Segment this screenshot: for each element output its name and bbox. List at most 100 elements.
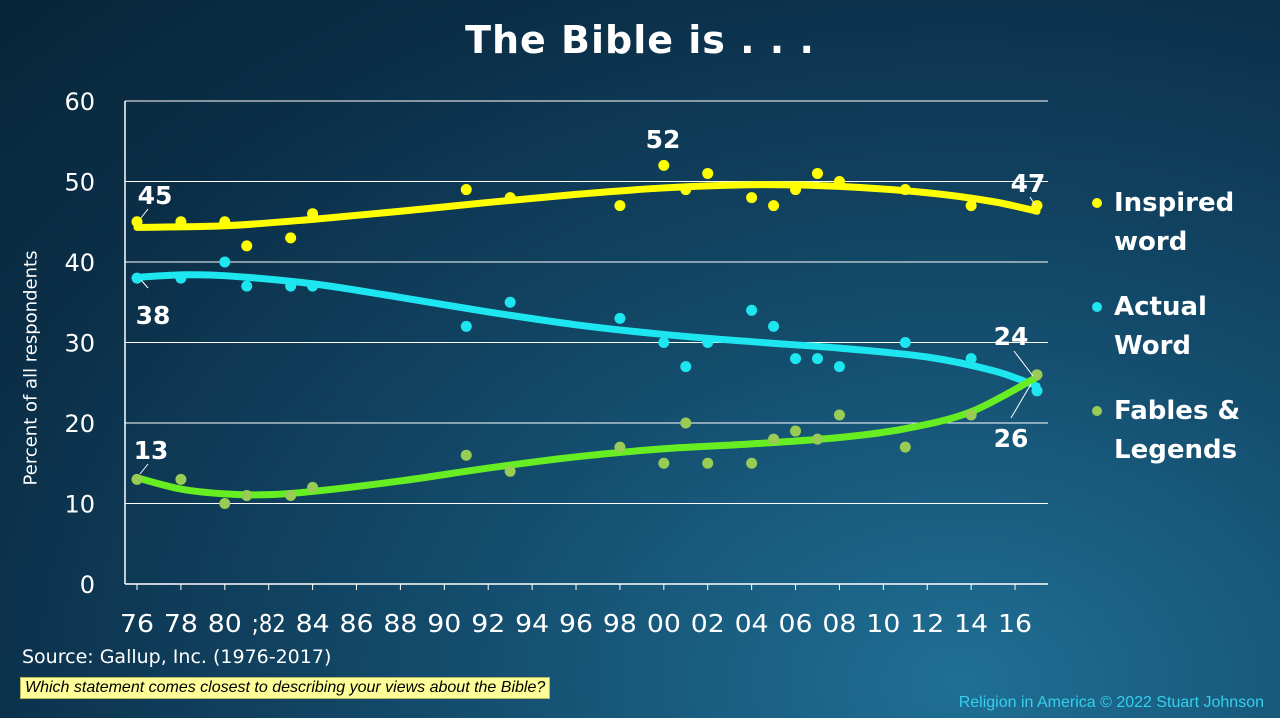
trendline-inspired-word <box>133 181 1041 231</box>
point-inspired-word <box>899 184 911 196</box>
x-tick-label: 98 <box>603 609 637 638</box>
legend-label-line1: Fables & <box>1114 396 1241 426</box>
point-actual-word <box>504 296 516 308</box>
trendline-fables-legends <box>133 373 1041 499</box>
point-actual-word <box>1031 385 1043 397</box>
point-fables-legends <box>307 481 319 493</box>
x-tick-label: 96 <box>559 609 593 638</box>
annotation-leader <box>1013 350 1034 377</box>
legend-label-fables-legends: Fables & Legends <box>1114 392 1280 470</box>
x-tick-label: 12 <box>910 609 944 638</box>
point-actual-word <box>175 272 187 284</box>
legend-label-line1: Actual <box>1114 292 1207 322</box>
y-tick-label: 60 <box>64 88 95 116</box>
point-actual-word <box>680 361 692 373</box>
point-inspired-word <box>746 192 758 204</box>
legend-label-line1: Inspired <box>1114 188 1235 218</box>
data-label: 45 <box>138 181 173 210</box>
point-actual-word <box>965 353 977 365</box>
point-fables-legends <box>1031 369 1043 381</box>
point-fables-legends <box>899 441 911 453</box>
source-note: Source: Gallup, Inc. (1976-2017) <box>22 646 332 668</box>
point-actual-word <box>460 320 472 332</box>
point-fables-legends <box>285 489 297 501</box>
x-tick-label: 16 <box>998 609 1032 638</box>
x-tick-label: 06 <box>779 609 813 638</box>
x-tick-label: 80 <box>208 609 242 638</box>
data-label: 26 <box>994 424 1029 453</box>
point-actual-word <box>899 337 911 348</box>
x-tick-label: 04 <box>735 609 769 638</box>
annotation-leader <box>1010 383 1032 419</box>
point-inspired-word <box>241 240 253 252</box>
point-inspired-word <box>833 176 845 187</box>
annotation-leader <box>140 279 149 289</box>
point-fables-legends <box>702 457 714 469</box>
point-fables-legends <box>768 433 780 445</box>
point-actual-word <box>614 312 626 324</box>
x-tick-label: 02 <box>691 609 725 638</box>
point-inspired-word <box>680 184 692 196</box>
y-tick-label: 10 <box>64 491 95 519</box>
point-inspired-word <box>965 200 977 212</box>
point-inspired-word <box>285 232 297 244</box>
point-actual-word <box>811 353 823 365</box>
x-tick-label: 90 <box>427 609 461 638</box>
legend-marker-inspired-word <box>1092 198 1102 208</box>
point-actual-word <box>285 280 297 292</box>
y-tick-label: 30 <box>64 330 95 358</box>
legend-label-line2: Word <box>1114 331 1192 361</box>
point-inspired-word <box>460 184 472 196</box>
x-tick-label: 86 <box>340 609 374 638</box>
point-actual-word <box>833 361 845 373</box>
point-fables-legends <box>460 449 472 461</box>
data-label: 24 <box>994 322 1029 351</box>
point-actual-word <box>131 272 143 284</box>
point-actual-word <box>307 280 319 292</box>
point-fables-legends <box>175 473 187 485</box>
point-actual-word <box>702 337 714 348</box>
point-actual-word <box>768 320 780 332</box>
point-inspired-word <box>614 200 626 212</box>
point-actual-word <box>219 256 231 268</box>
data-label: 38 <box>136 301 171 330</box>
trendline-actual-word <box>133 271 1041 390</box>
data-label: 13 <box>134 436 169 465</box>
data-label: 52 <box>646 125 681 154</box>
x-tick-label: 10 <box>866 609 900 638</box>
point-fables-legends <box>746 457 758 469</box>
annotation-leader <box>139 463 149 475</box>
point-fables-legends <box>833 409 845 421</box>
point-fables-legends <box>790 425 802 437</box>
legend-marker-fables-legends <box>1092 406 1102 416</box>
point-inspired-word <box>175 216 187 228</box>
point-actual-word <box>241 280 253 292</box>
point-fables-legends <box>965 409 977 421</box>
point-actual-word <box>746 304 758 316</box>
point-fables-legends <box>658 457 670 469</box>
survey-question: Which statement comes closest to describ… <box>20 677 551 699</box>
x-tick-label: 88 <box>383 609 417 638</box>
legend-label-line2: word <box>1114 227 1188 257</box>
x-tick-label: 76 <box>120 609 154 638</box>
annotation-leader <box>140 208 149 219</box>
point-inspired-word <box>131 216 143 228</box>
y-tick-label: 40 <box>64 249 95 277</box>
point-inspired-word <box>658 159 670 171</box>
point-inspired-word <box>702 167 714 179</box>
legend-marker-actual-word <box>1092 302 1102 312</box>
point-inspired-word <box>219 216 231 228</box>
x-tick-label: 14 <box>954 609 988 638</box>
point-actual-word <box>790 353 802 365</box>
chart-title: The Bible is . . . <box>465 18 815 62</box>
annotation-leader <box>1029 196 1036 206</box>
y-tick-label: 50 <box>64 169 95 197</box>
point-inspired-word <box>768 200 780 212</box>
point-inspired-word <box>504 192 516 204</box>
point-fables-legends <box>614 441 626 453</box>
point-inspired-word <box>790 184 802 196</box>
point-fables-legends <box>241 489 253 501</box>
point-fables-legends <box>131 473 143 485</box>
point-fables-legends <box>504 465 516 477</box>
